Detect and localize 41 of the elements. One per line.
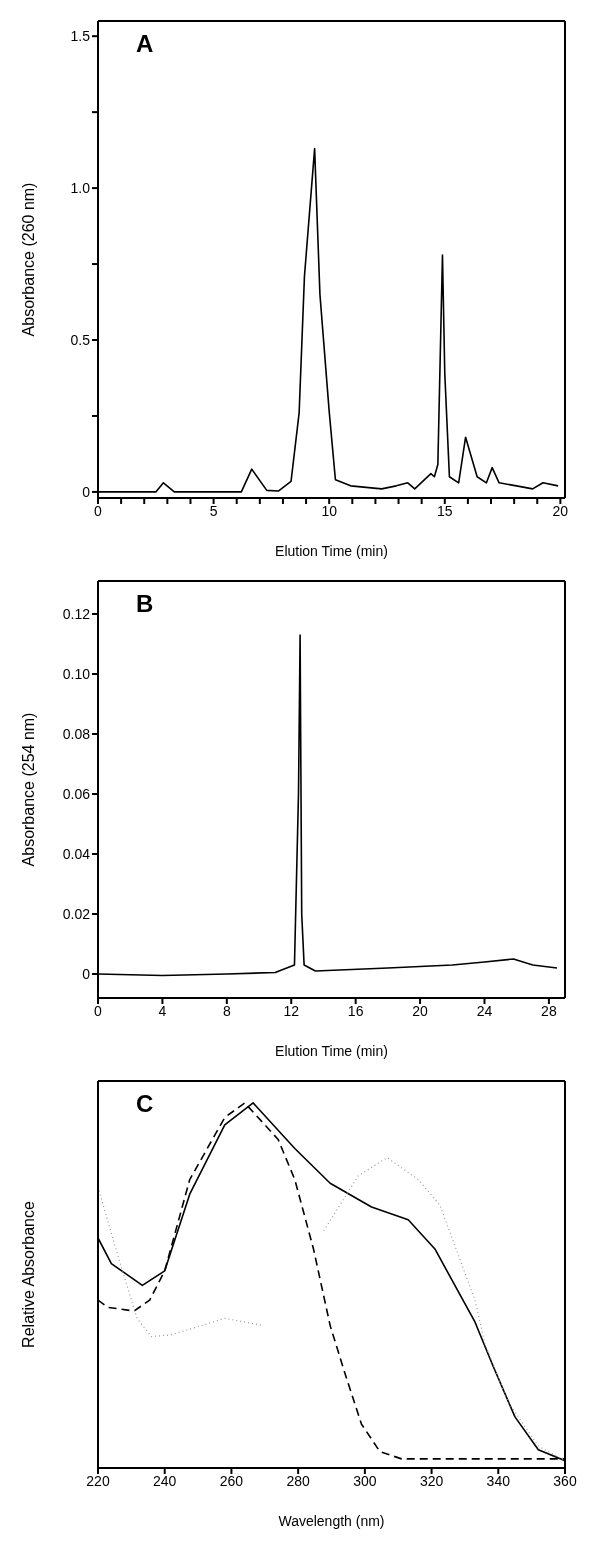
x-tick-label: 12 (283, 1002, 300, 1019)
y-tick-label: 0.04 (62, 845, 91, 862)
x-tick-label: 8 (222, 1002, 231, 1019)
x-tick-label: 240 (153, 1472, 177, 1489)
x-tick-label: 15 (436, 502, 453, 519)
annotation: C (136, 1090, 154, 1118)
y-tick-label: 1.5 (70, 28, 91, 45)
x-tick-label: 16 (347, 1002, 364, 1019)
y-tick-label: 0.02 (62, 905, 91, 922)
y-tick-label: 0.10 (62, 665, 91, 682)
y-tick-label: 0 (82, 965, 91, 982)
x-tick-label: 260 (219, 1472, 244, 1489)
x-tick-label: 0 (94, 1002, 103, 1019)
x-axis-title: Elution Time (min) (275, 1043, 388, 1059)
y-axis-title: Relative Absorbance (19, 1201, 37, 1348)
y-tick-label: 0.12 (62, 605, 91, 622)
x-tick-label: 20 (552, 502, 569, 519)
x-tick-label: 0 (94, 502, 103, 519)
x-tick-label: 320 (419, 1472, 444, 1489)
x-tick-label: 360 (553, 1472, 577, 1489)
y-axis-title: Absorbance (254 nm) (19, 712, 37, 867)
y-tick-label: 1.0 (70, 180, 91, 197)
x-tick-label: 4 (158, 1002, 167, 1019)
x-axis-title: Elution Time (min) (275, 543, 388, 559)
y-tick-label: 0.06 (62, 785, 91, 802)
x-tick-label: 20 (412, 1002, 429, 1019)
x-tick-label: 24 (476, 1002, 493, 1019)
x-tick-label: 28 (541, 1002, 557, 1019)
x-axis-title: Wavelength (nm) (278, 1513, 385, 1529)
x-tick-label: 5 (209, 502, 218, 519)
x-tick-label: 300 (353, 1472, 377, 1489)
y-tick-label: 0.08 (62, 725, 91, 742)
x-tick-label: 10 (321, 502, 338, 519)
annotation: A (136, 30, 154, 58)
x-tick-label: 280 (286, 1472, 311, 1489)
x-tick-label: 220 (86, 1472, 110, 1489)
x-tick-label: 340 (486, 1472, 511, 1489)
annotation: B (136, 590, 154, 618)
y-tick-label: 0.5 (70, 331, 91, 348)
y-tick-label: 0 (82, 483, 91, 500)
y-axis-title: Absorbance (260 nm) (19, 182, 37, 337)
